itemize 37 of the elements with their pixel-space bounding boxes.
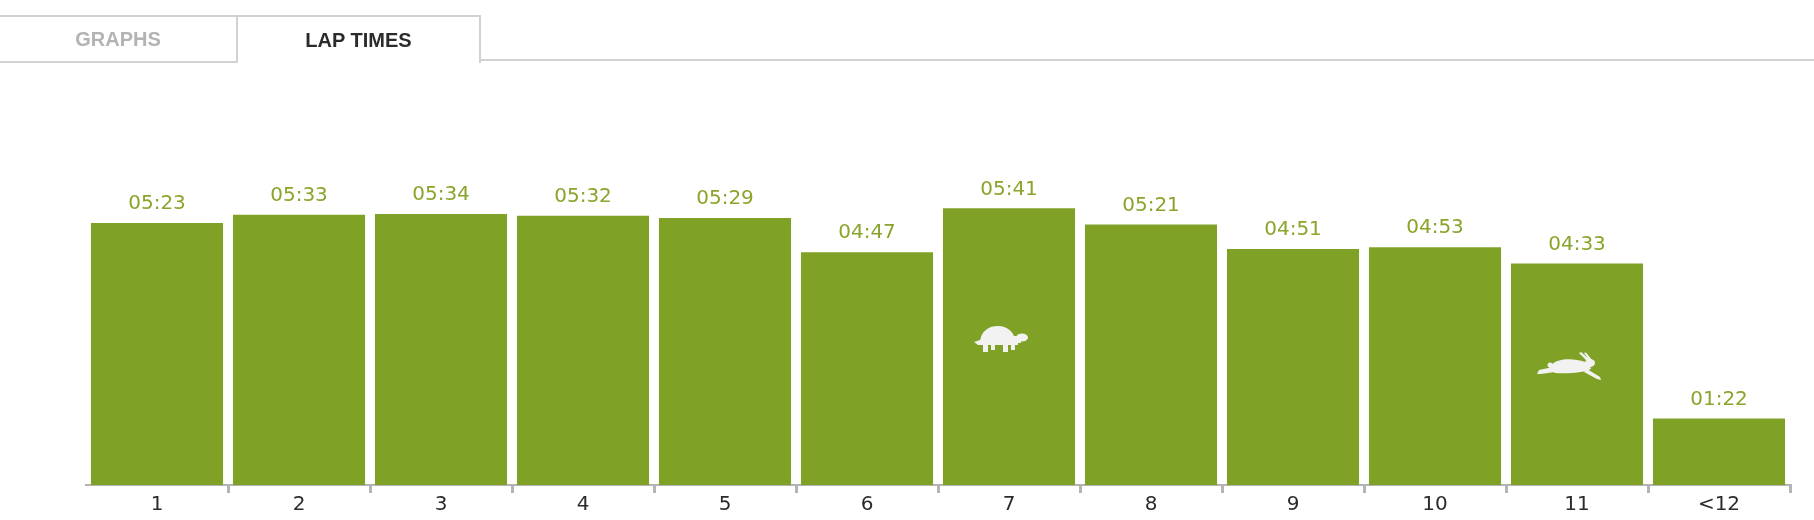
selected-tab[interactable]: LAP TIMES — [236, 15, 481, 63]
x-tick-label: 2 — [292, 491, 306, 516]
data-label: 01:22 — [1690, 385, 1748, 410]
x-tick-label: 5 — [718, 491, 732, 516]
x-tick-label: 9 — [1286, 491, 1300, 516]
data-label: 04:47 — [838, 219, 896, 244]
data-label: 05:41 — [980, 175, 1038, 200]
bar — [942, 208, 1076, 485]
data-label: 04:53 — [1406, 214, 1464, 239]
data-label: 05:29 — [696, 185, 754, 210]
bar — [90, 222, 224, 485]
data-label: 05:33 — [270, 182, 328, 207]
x-tick-label: 11 — [1564, 491, 1590, 516]
data-label: 05:23 — [128, 190, 186, 215]
bar — [658, 218, 792, 485]
x-tick-label: <12 — [1697, 491, 1741, 516]
x-tick-label: 1 — [150, 491, 164, 516]
x-tick-label: 7 — [1002, 491, 1016, 516]
x-tick-label: 4 — [576, 491, 590, 516]
bar — [516, 215, 650, 485]
bar — [1084, 224, 1218, 485]
data-label: 05:21 — [1122, 191, 1180, 216]
bar — [232, 214, 366, 485]
x-tick-label: 3 — [434, 491, 448, 516]
bar — [1652, 418, 1786, 485]
x-tick-label: 8 — [1144, 491, 1158, 516]
data-label: 05:32 — [554, 182, 612, 207]
data-label: 04:51 — [1264, 216, 1322, 241]
data-label: 04:33 — [1548, 230, 1606, 255]
bar — [800, 252, 934, 485]
x-tick-label: 6 — [860, 491, 874, 516]
bar — [1368, 247, 1502, 485]
bar — [1510, 263, 1644, 485]
bar — [374, 214, 508, 485]
data-label: 05:34 — [412, 181, 470, 206]
x-tick-label: 10 — [1422, 491, 1448, 516]
bar — [1226, 248, 1360, 485]
